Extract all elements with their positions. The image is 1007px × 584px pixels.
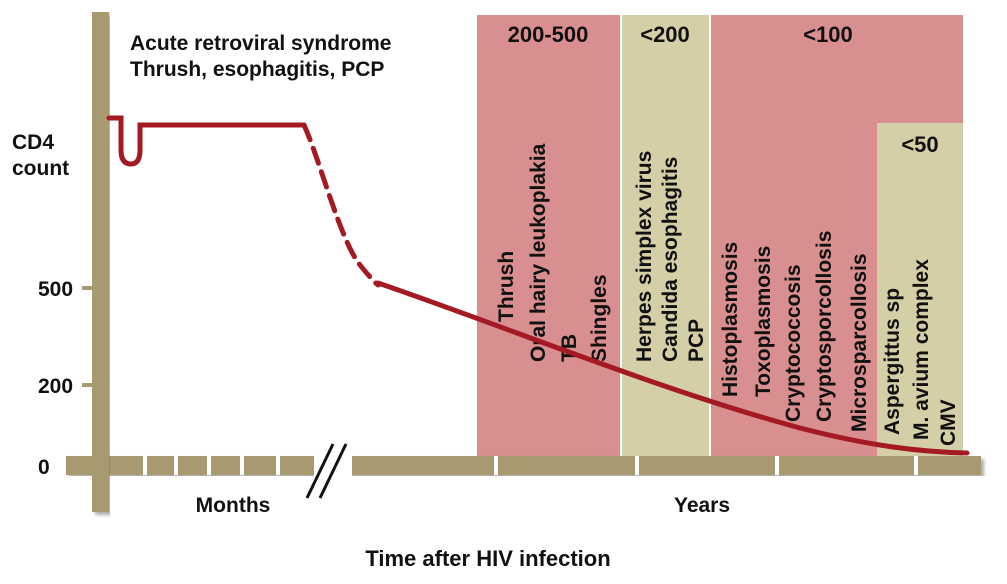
infection-herpes-simplex: Herpes simplex virus	[633, 151, 656, 362]
band-threshold-under-50: <50	[901, 132, 938, 157]
infection-histoplasmosis: Histoplasmosis	[719, 242, 742, 397]
title-line-2: Thrush, esophagitis, PCP	[130, 58, 384, 81]
band-threshold-under-200: <200	[640, 22, 690, 47]
y-tick-0: 0	[38, 456, 50, 479]
x-axis-separators	[143, 456, 918, 475]
caption: Time after HIV infection	[365, 546, 610, 571]
infection-cryptosporcollosis: Cryptosporcollosis	[813, 231, 836, 422]
infection-aspergittus: Aspergittus sp	[881, 288, 904, 435]
infection-candida-esophagitis: Candida esophagitis	[659, 157, 682, 362]
y-tick-200: 200	[38, 375, 73, 398]
x-label-months: Months	[196, 494, 271, 517]
y-axis-label-line-1: CD4	[12, 131, 54, 154]
cd4-curve-years	[375, 280, 970, 456]
y-axis	[92, 12, 109, 512]
y-tick-mark-200	[82, 383, 96, 387]
infection-thrush: Thrush	[495, 251, 518, 322]
cd4-curve	[106, 115, 970, 456]
infection-toxoplasmosis: Toxoplasmosis	[752, 246, 775, 397]
y-axis-label-line-2: count	[12, 157, 69, 180]
title-line-1: Acute retroviral syndrome	[130, 32, 391, 55]
x-axis-break	[305, 443, 352, 499]
cd4-curve-months	[106, 115, 307, 167]
infection-pcp: PCP	[685, 319, 708, 362]
x-axis	[66, 456, 981, 475]
infection-m-avium-complex: M. avium complex	[910, 259, 933, 440]
band-threshold-under-100: <100	[803, 22, 853, 47]
y-tick-mark-500	[82, 286, 96, 290]
infection-oral-hairy-leukoplakia: Oral hairy leukoplakia	[527, 143, 550, 362]
infection-microsparcollosis: Microsparcollosis	[848, 253, 871, 432]
infection-shingles: Shingles	[588, 274, 611, 362]
x-label-years: Years	[674, 494, 730, 517]
band-under-200	[622, 15, 709, 468]
y-tick-500: 500	[38, 278, 73, 301]
cd4-curve-transition	[301, 122, 381, 288]
band-under-50	[877, 123, 963, 468]
band-200-500	[477, 15, 620, 468]
infection-cryptococcosis: Cryptococcosis	[782, 264, 805, 422]
band-threshold-200-500: 200-500	[508, 22, 589, 47]
infection-cmv: CMV	[937, 399, 960, 446]
